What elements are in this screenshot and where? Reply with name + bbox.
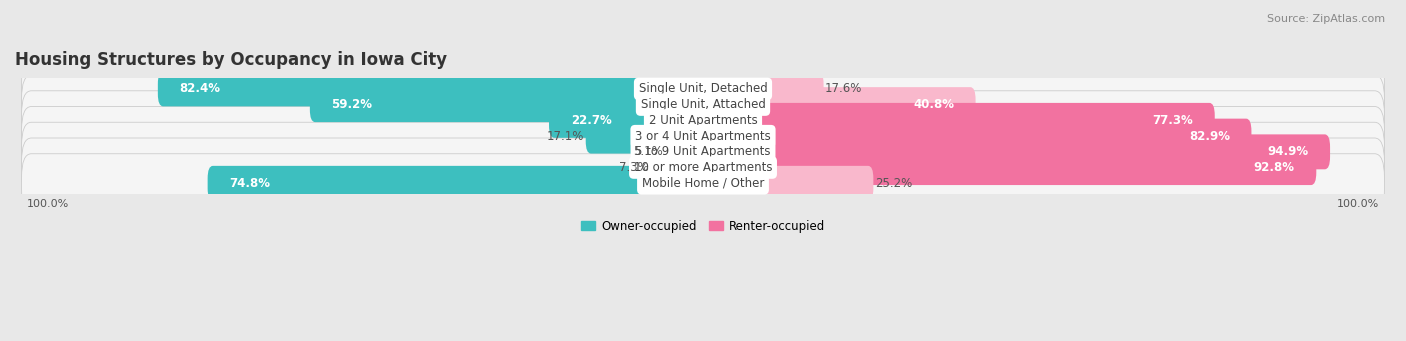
FancyBboxPatch shape [21, 59, 1385, 118]
Text: 5 to 9 Unit Apartments: 5 to 9 Unit Apartments [636, 145, 770, 158]
Text: 40.8%: 40.8% [912, 98, 953, 111]
FancyBboxPatch shape [21, 154, 1385, 213]
Text: 77.3%: 77.3% [1153, 114, 1194, 127]
FancyBboxPatch shape [697, 134, 1330, 169]
FancyBboxPatch shape [665, 134, 709, 169]
Text: 59.2%: 59.2% [332, 98, 373, 111]
Text: Single Unit, Detached: Single Unit, Detached [638, 83, 768, 95]
Text: 17.1%: 17.1% [547, 130, 585, 143]
FancyBboxPatch shape [697, 71, 824, 106]
FancyBboxPatch shape [697, 166, 873, 201]
Text: 92.8%: 92.8% [1254, 161, 1295, 174]
FancyBboxPatch shape [157, 71, 709, 106]
Text: 3 or 4 Unit Apartments: 3 or 4 Unit Apartments [636, 130, 770, 143]
Text: 2 Unit Apartments: 2 Unit Apartments [648, 114, 758, 127]
FancyBboxPatch shape [21, 106, 1385, 166]
Text: 82.9%: 82.9% [1189, 130, 1230, 143]
Legend: Owner-occupied, Renter-occupied: Owner-occupied, Renter-occupied [576, 215, 830, 237]
Text: 7.3%: 7.3% [619, 161, 648, 174]
Text: 10 or more Apartments: 10 or more Apartments [634, 161, 772, 174]
FancyBboxPatch shape [650, 150, 709, 185]
FancyBboxPatch shape [21, 91, 1385, 150]
Text: 25.2%: 25.2% [875, 177, 912, 190]
FancyBboxPatch shape [697, 103, 1215, 138]
Text: 17.6%: 17.6% [825, 83, 862, 95]
Text: Housing Structures by Occupancy in Iowa City: Housing Structures by Occupancy in Iowa … [15, 50, 447, 69]
FancyBboxPatch shape [697, 119, 1251, 153]
FancyBboxPatch shape [21, 138, 1385, 197]
Text: Single Unit, Attached: Single Unit, Attached [641, 98, 765, 111]
FancyBboxPatch shape [21, 122, 1385, 181]
FancyBboxPatch shape [548, 103, 709, 138]
FancyBboxPatch shape [586, 119, 709, 153]
Text: 5.1%: 5.1% [633, 145, 664, 158]
Text: Mobile Home / Other: Mobile Home / Other [641, 177, 765, 190]
FancyBboxPatch shape [208, 166, 709, 201]
Text: 82.4%: 82.4% [180, 83, 221, 95]
FancyBboxPatch shape [697, 150, 1316, 185]
FancyBboxPatch shape [21, 75, 1385, 134]
Text: 22.7%: 22.7% [571, 114, 612, 127]
FancyBboxPatch shape [697, 87, 976, 122]
Text: Source: ZipAtlas.com: Source: ZipAtlas.com [1267, 14, 1385, 24]
FancyBboxPatch shape [309, 87, 709, 122]
Text: 74.8%: 74.8% [229, 177, 270, 190]
Text: 94.9%: 94.9% [1267, 145, 1309, 158]
